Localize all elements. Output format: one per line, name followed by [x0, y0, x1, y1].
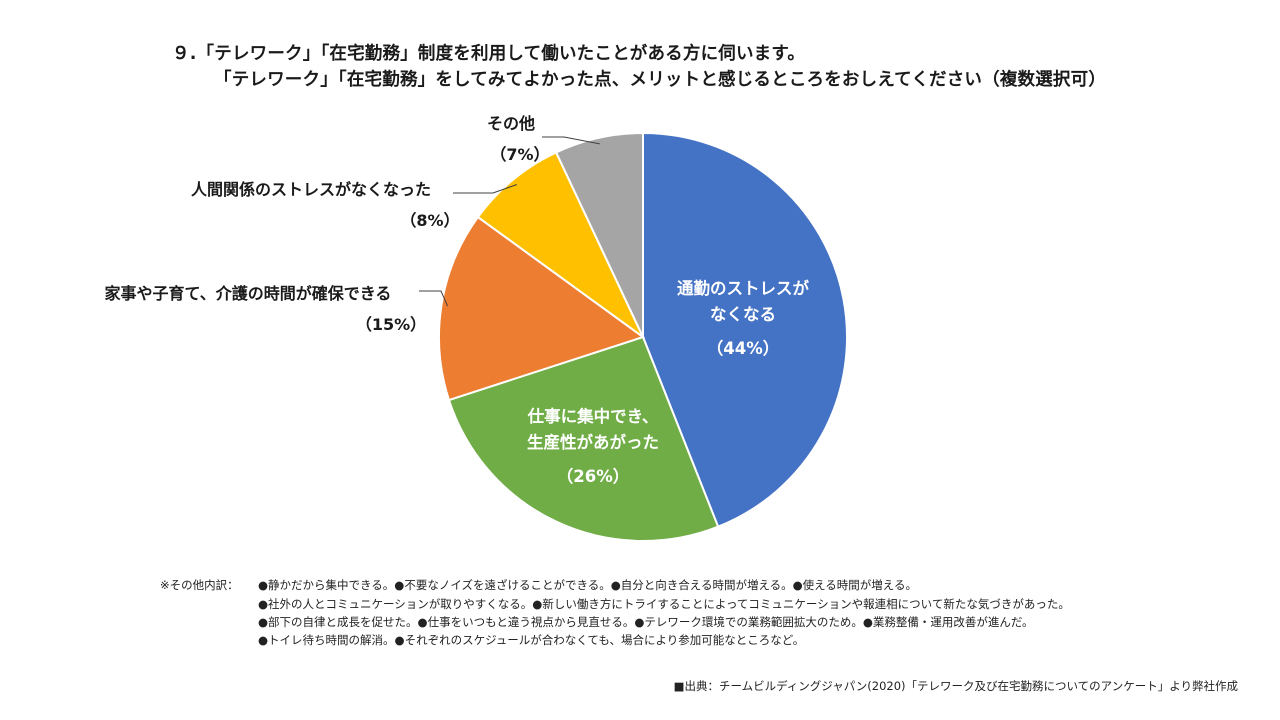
- note-line-4: ●トイレ待ち時間の解消。●それぞれのスケジュールが合わなくても、場合により参加可…: [258, 633, 805, 647]
- pie-slice-5: [554, 131, 644, 338]
- slice-pct-5: （7%）: [490, 145, 549, 164]
- leader-line-5: [542, 136, 600, 145]
- slice-label-1: 通勤のストレスがなくなる（44%）: [677, 278, 810, 358]
- slice-label-2: 仕事に集中でき、生産性があがった（26%）: [527, 406, 659, 486]
- pie-slice-4: [476, 151, 644, 338]
- note-line-3: ●部下の自律と成長を促せた。●仕事をいつもと違う視点から見直せる。●テレワーク環…: [258, 615, 1034, 629]
- note-prefix: ※その他内訳：: [160, 578, 239, 592]
- pie-slice-3: [438, 215, 646, 402]
- slice-label-5: その他: [487, 114, 535, 133]
- leader-line-4: [453, 184, 518, 194]
- slice-label-4: 人間関係のストレスがなくなった: [191, 180, 431, 199]
- slice-pct-4: （8%）: [400, 211, 459, 230]
- note-line-2: ●社外の人とコミュニケーションが取りやすくなる。●新しい働き方にトライすることに…: [258, 597, 1070, 611]
- pie-slice-2: [447, 335, 720, 542]
- slice-pct-3: （15%）: [356, 315, 426, 334]
- chart-title-line-2: 「テレワーク」「在宅勤務」をしてみてよかった点、メリットと感じるところをおしえて…: [214, 70, 1107, 90]
- chart-title-line-1: ９.「テレワーク」「在宅勤務」制度を利用して働いたことがある方に伺います。: [172, 44, 806, 64]
- pie-slice-1: [642, 131, 848, 528]
- note-line-1: ●静かだから集中できる。●不要なノイズを遠ざけることができる。●自分と向き合える…: [258, 578, 917, 592]
- leader-line-3: [419, 290, 449, 307]
- slice-label-3: 家事や子育て、介護の時間が確保できる: [105, 284, 392, 303]
- source-citation: ■出典：チームビルディングジャパン(2020)「テレワーク及び在宅勤務についての…: [673, 679, 1238, 693]
